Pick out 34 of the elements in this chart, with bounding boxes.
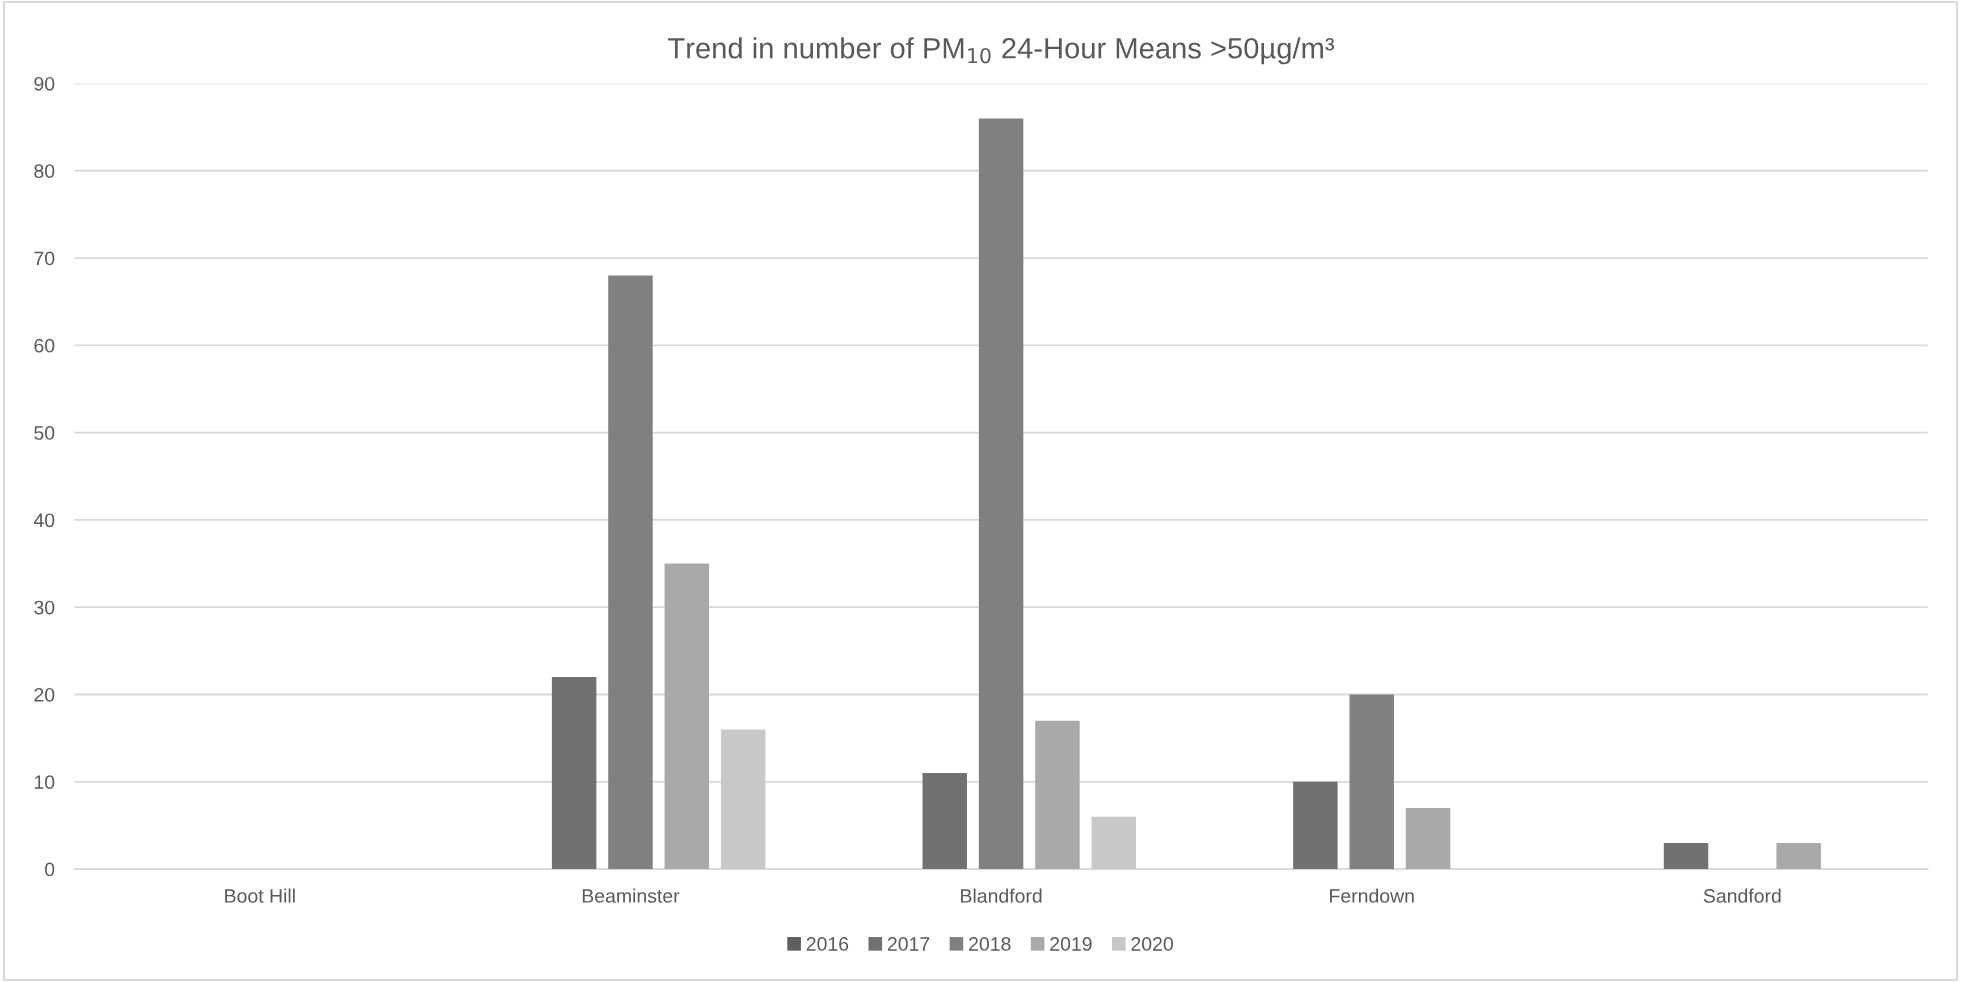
x-tick-label: Blandford [961, 888, 1042, 903]
y-tick-label: 10 [34, 775, 55, 790]
bar [1035, 720, 1080, 870]
y-tick-label: 20 [34, 687, 55, 702]
legend-label: 2020 [1131, 937, 1173, 951]
bar [720, 729, 766, 870]
bar [1293, 781, 1338, 870]
y-tick-label: 60 [34, 338, 55, 353]
x-tick-label: Boot Hill [225, 888, 295, 903]
y-tick-label: 70 [34, 251, 55, 266]
y-tick-label: 40 [33, 513, 55, 528]
bar [1349, 694, 1394, 870]
bar [608, 275, 653, 870]
bar [1776, 842, 1821, 870]
legend-label: 2016 [806, 937, 849, 951]
x-tick-label: Sandford [1703, 888, 1781, 903]
bar [978, 118, 1024, 870]
y-tick-label: 30 [34, 600, 55, 615]
bar [664, 563, 710, 870]
bar [551, 677, 597, 870]
y-tick-label: 0 [45, 862, 55, 877]
legend-label: 2019 [1050, 937, 1092, 951]
legend-label: 2018 [969, 937, 1011, 951]
y-tick-label: 90 [34, 76, 55, 91]
legend-label: 2017 [887, 937, 930, 951]
x-tick-label: Ferndown [1330, 888, 1414, 903]
bar [1091, 816, 1136, 870]
x-tick-label: Beaminster [582, 888, 680, 903]
y-tick-label: 50 [34, 426, 55, 440]
bar [922, 773, 967, 870]
bar [1405, 807, 1451, 870]
chart-title: Trend in number of PM$_{10}$ 24-Hour Means >50µg/m³ [668, 37, 1335, 65]
y-tick-label: 80 [34, 164, 55, 178]
bar [1663, 842, 1709, 870]
